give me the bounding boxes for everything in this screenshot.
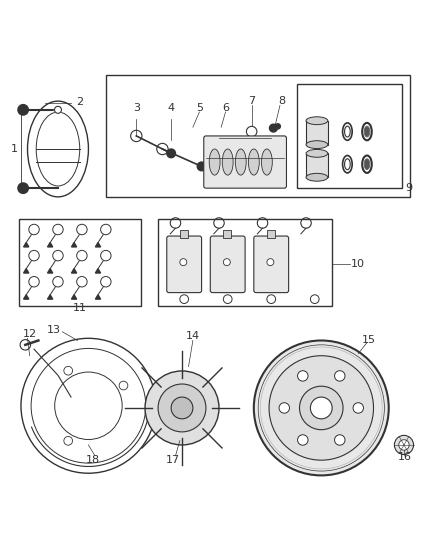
Polygon shape [24, 243, 29, 247]
Ellipse shape [364, 159, 370, 169]
Circle shape [18, 183, 28, 193]
Circle shape [275, 124, 280, 129]
Circle shape [279, 403, 290, 413]
Circle shape [335, 435, 345, 445]
Bar [19, 219, 141, 305]
Circle shape [223, 259, 230, 265]
Ellipse shape [235, 149, 246, 175]
Bar [306, 154, 328, 177]
Ellipse shape [306, 141, 328, 149]
Circle shape [297, 435, 308, 445]
Text: 15: 15 [362, 335, 376, 345]
Bar [180, 230, 187, 238]
Circle shape [254, 341, 389, 475]
Bar [223, 230, 231, 238]
Ellipse shape [248, 149, 259, 175]
Polygon shape [47, 295, 53, 299]
Polygon shape [47, 269, 53, 273]
Circle shape [171, 397, 193, 419]
Circle shape [267, 259, 274, 265]
Polygon shape [95, 295, 101, 299]
Text: 3: 3 [133, 103, 140, 112]
Text: 13: 13 [46, 325, 60, 335]
Circle shape [353, 403, 364, 413]
Bar [106, 75, 410, 197]
Text: 4: 4 [168, 103, 175, 112]
Circle shape [399, 440, 409, 450]
Circle shape [247, 126, 257, 137]
Bar [306, 120, 328, 144]
Polygon shape [95, 243, 101, 247]
Polygon shape [71, 243, 77, 247]
Circle shape [64, 437, 73, 445]
Polygon shape [71, 295, 77, 299]
Text: 11: 11 [73, 303, 87, 313]
Ellipse shape [306, 149, 328, 157]
Text: 2: 2 [76, 97, 83, 107]
FancyBboxPatch shape [167, 236, 201, 293]
Circle shape [54, 107, 61, 114]
Circle shape [300, 386, 343, 430]
Bar [297, 84, 402, 188]
Circle shape [131, 130, 142, 142]
Text: 12: 12 [23, 329, 37, 339]
Circle shape [297, 370, 308, 381]
Circle shape [167, 149, 176, 158]
Ellipse shape [261, 149, 272, 175]
Circle shape [64, 366, 73, 375]
Circle shape [119, 381, 128, 390]
Circle shape [157, 143, 168, 155]
Circle shape [335, 370, 345, 381]
Bar [267, 230, 275, 238]
Polygon shape [24, 269, 29, 273]
Ellipse shape [209, 149, 220, 175]
Text: 1: 1 [11, 144, 18, 154]
Circle shape [20, 340, 31, 350]
Text: 14: 14 [186, 331, 200, 341]
Circle shape [269, 356, 374, 460]
Text: 5: 5 [196, 103, 203, 112]
Text: 17: 17 [166, 455, 180, 465]
Ellipse shape [364, 126, 370, 137]
Ellipse shape [306, 173, 328, 181]
Text: 18: 18 [86, 455, 100, 465]
Circle shape [158, 384, 206, 432]
Circle shape [394, 435, 413, 455]
Circle shape [269, 124, 277, 132]
Polygon shape [95, 269, 101, 273]
Circle shape [145, 371, 219, 445]
FancyBboxPatch shape [204, 136, 286, 188]
Polygon shape [47, 243, 53, 247]
Text: 16: 16 [398, 452, 412, 462]
Circle shape [180, 259, 187, 265]
Polygon shape [71, 269, 77, 273]
Ellipse shape [222, 149, 233, 175]
Text: 7: 7 [248, 96, 255, 106]
Polygon shape [24, 295, 29, 299]
Text: 6: 6 [222, 103, 229, 112]
Text: 9: 9 [405, 183, 412, 193]
Text: 10: 10 [351, 260, 365, 269]
FancyBboxPatch shape [210, 236, 245, 293]
Bar [158, 219, 332, 305]
Text: 8: 8 [279, 96, 286, 106]
Ellipse shape [345, 159, 350, 169]
Circle shape [197, 162, 206, 171]
Circle shape [18, 104, 28, 115]
Ellipse shape [345, 126, 350, 137]
Ellipse shape [306, 117, 328, 125]
FancyBboxPatch shape [254, 236, 289, 293]
Circle shape [311, 397, 332, 419]
